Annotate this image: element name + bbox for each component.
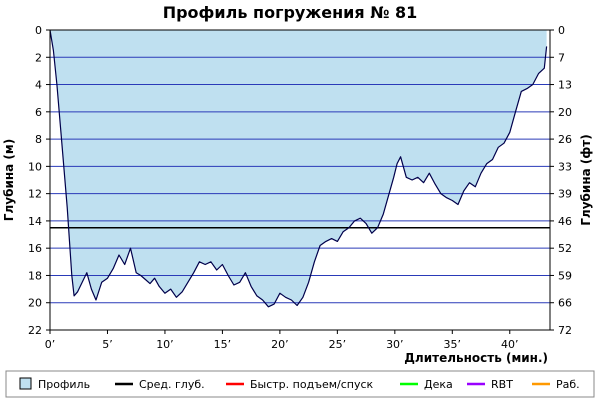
y-tick-label: 8	[35, 133, 42, 146]
x-axis-label: Длительность (мин.)	[404, 351, 548, 365]
legend-label: Быстр. подъем/спуск	[250, 378, 374, 391]
legend-label: Раб.	[556, 378, 580, 391]
x-tick-label: 15’	[214, 338, 232, 351]
y-tick-label: 14	[28, 215, 42, 228]
x-tick-label: 0’	[45, 338, 56, 351]
y2-tick-label: 46	[558, 215, 572, 228]
y2-tick-label: 59	[558, 269, 572, 282]
y-tick-label: 18	[28, 269, 42, 282]
legend-label: Дека	[424, 378, 453, 391]
profile-area-layer	[50, 30, 547, 307]
legend-swatch	[19, 377, 32, 390]
y2-tick-label: 52	[558, 242, 572, 255]
legend: Профиль Сред. глуб. Быстр. подъем/спуск Дек…	[5, 370, 595, 398]
legend-label: Профиль	[38, 378, 90, 391]
plot-frame	[49, 29, 551, 331]
y2-tick-label: 39	[558, 188, 572, 201]
profile-line	[49, 29, 548, 308]
chart-title: Профиль погружения № 81	[163, 3, 418, 22]
x-tick-label: 5’	[102, 338, 113, 351]
y-axis-right-ticks: 0 7 13 20 26 33 39 46 52 59 66 72	[550, 24, 572, 337]
y-tick-label: 6	[35, 106, 42, 119]
gridlines	[50, 56, 550, 304]
x-tick-label: 10’	[156, 338, 174, 351]
y-tick-label: 4	[35, 79, 42, 92]
x-tick-label: 30’	[386, 338, 404, 351]
y2-tick-label: 13	[558, 79, 572, 92]
legend-label: Сред. глуб.	[139, 378, 205, 391]
y2-tick-label: 72	[558, 324, 572, 337]
x-tick-label: 40’	[501, 338, 519, 351]
y-tick-label: 2	[35, 51, 42, 64]
y2-tick-label: 20	[558, 106, 572, 119]
y2-tick-label: 0	[558, 24, 565, 37]
profile-line-layer	[49, 29, 548, 308]
y-tick-label: 16	[28, 242, 42, 255]
plot-border	[49, 29, 551, 331]
y-tick-label: 12	[28, 188, 42, 201]
y2-tick-label: 66	[558, 297, 572, 310]
y-tick-label: 0	[35, 24, 42, 37]
y2-tick-label: 7	[558, 51, 565, 64]
x-tick-label: 20’	[271, 338, 289, 351]
y-tick-label: 22	[28, 324, 42, 337]
legend-label: RBT	[491, 378, 513, 391]
x-tick-label: 25’	[329, 338, 347, 351]
y-axis-left-ticks: 0 2 4 6 8 10 12 14 16 18 20 22	[28, 24, 50, 337]
y2-tick-label: 26	[558, 133, 572, 146]
legend-box	[5, 370, 595, 398]
y-tick-label: 10	[28, 160, 42, 173]
x-axis-ticks: 0’ 5’ 10’ 15’ 20’ 25’ 30’ 35’ 40’	[45, 330, 519, 351]
y-axis-label-right: Глубина (фт)	[579, 134, 593, 225]
y-tick-label: 20	[28, 297, 42, 310]
profile-area	[50, 30, 547, 307]
y2-tick-label: 33	[558, 160, 572, 173]
x-tick-label: 35’	[444, 338, 462, 351]
y-axis-label-left: Глубина (м)	[2, 139, 16, 221]
